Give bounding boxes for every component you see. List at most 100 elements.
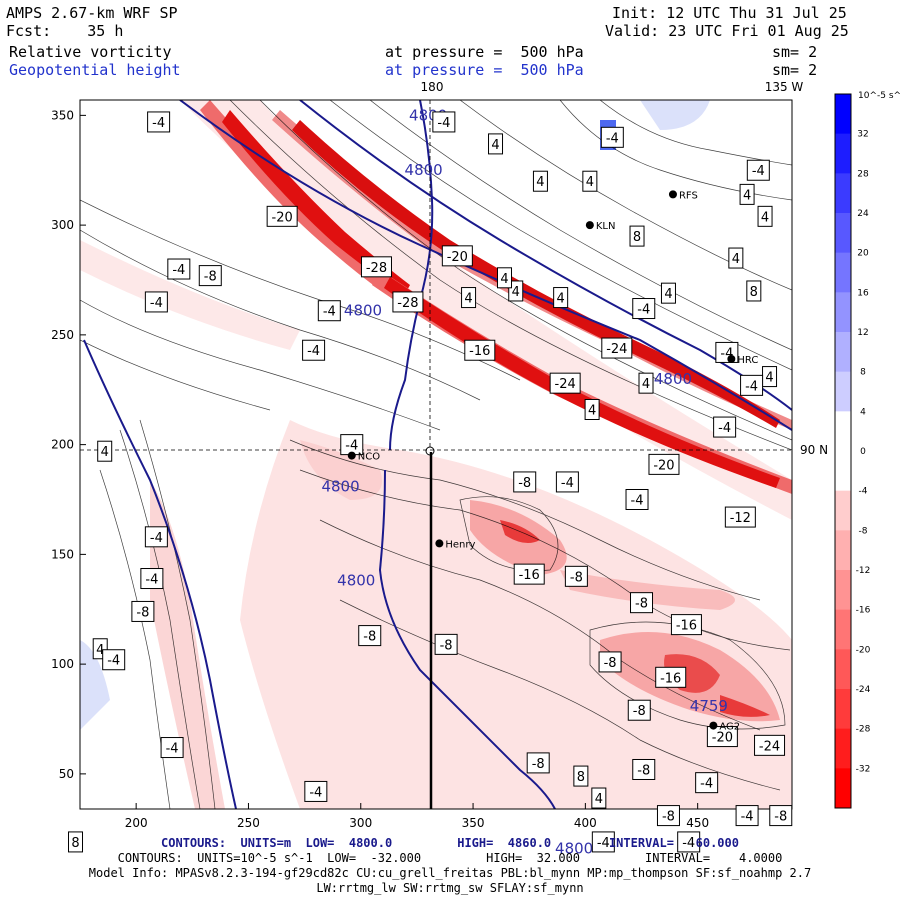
colorbar-tick-label: 20 [857,249,869,259]
contour-label-text: -4 [145,573,158,588]
y-tick-label: 150 [51,547,74,561]
contour-label-box [660,282,676,304]
vorticity-contour-label: -8 [630,592,654,614]
contour-label-box [629,225,645,247]
field2-name: Geopotential height [9,61,181,79]
vorticity-contour-label: 4 [638,372,654,394]
vorticity-contour-label: 4 [660,282,676,304]
contour-label-text: -8 [635,597,648,612]
vorticity-contour-label: -28 [360,256,392,278]
contour-label-box [488,133,504,155]
colorbar-tick-label: -20 [856,645,871,655]
y-tick-label: 350 [51,108,74,122]
contour-label-text: 4 [765,371,773,386]
contour-label-text: 4 [732,252,740,267]
colorbar-tick-label: -28 [856,725,871,735]
contour-label-box [677,831,701,853]
contour-label-text: -4 [637,303,650,318]
colorbar-tick-label: -32 [856,764,871,774]
y-tick-label: 300 [51,218,74,232]
colorbar-tick-label: 32 [857,130,868,140]
vorticity-contour-label: -8 [358,625,382,647]
station-dot [585,221,594,230]
contour-label-box [746,280,762,302]
y-axis: 350 300 250 200 150 100 50 [51,108,86,781]
forecast-label: Fcst: 35 h [6,22,123,40]
station-name: RFS [679,190,698,201]
x-axis: 200 250 300 350 400 450 [125,803,709,830]
vorticity-contour-label: 8 [68,831,84,853]
contour-label-text: -4 [345,439,358,454]
contour-label-text: -24 [555,377,576,392]
vorticity-contour-label: -20 [266,205,298,227]
colorbar-tick-label: -4 [859,487,868,497]
contour-label-text: -4 [437,116,450,131]
vorticity-contour-label: -8 [632,758,656,780]
vorticity-contour-label: -20 [706,726,738,748]
y-tick-label: 50 [59,767,74,781]
height-contour-label: 4800 [344,302,382,320]
colorbar-tick-label: -12 [856,566,871,576]
init-time: Init: 12 UTC Thu 31 Jul 25 [612,4,847,22]
colorbar-segment [835,570,851,611]
contour-label-text: -8 [604,656,617,671]
height-contour-label: 4800 [321,477,359,495]
colorbar-segment [835,689,851,730]
contour-label-text: 8 [750,285,758,300]
contour-label-box [432,111,456,133]
contour-label-text: -8 [204,270,217,285]
vorticity-contour-label: 4 [584,399,600,421]
contour-label-text: -4 [718,421,731,436]
vorticity-contour-label: -16 [670,614,702,636]
contour-label-text: 8 [71,836,79,851]
contour-label-box [582,170,598,192]
vorticity-contour-label: -4 [160,737,184,759]
contour-label-text: -4 [309,785,322,800]
vorticity-contour-label: -4 [147,111,171,133]
contour-label-text: 4 [101,445,109,460]
field2-sm: sm= 2 [772,61,818,79]
valid-time: Valid: 23 UTC Fri 01 Aug 25 [605,22,849,40]
contour-label-box [549,372,581,394]
vorticity-contour-label: -4 [695,772,719,794]
vorticity-contour-label: -4 [317,300,341,322]
y-tick-label: 200 [51,438,74,452]
contour-label-box [598,651,622,673]
contour-label-box [591,831,615,853]
vorticity-contour-label: -4 [167,258,191,280]
height-contour-info: CONTOURS: UNITS=m LOW= 4800.0 HIGH= 4860… [161,836,739,850]
contour-label-box [655,666,687,688]
vorticity-contour-label: -4 [102,649,126,671]
colorbar-segment [835,133,851,174]
contour-label-text: -20 [272,210,293,225]
vorticity-contour-label: 4 [728,247,744,269]
contour-label-box [513,471,537,493]
vorticity-contour-label: 4 [553,287,569,309]
contour-label-box [627,699,651,721]
colorbar-tick-label: 8 [860,368,866,378]
contour-label-text: 8 [577,770,585,785]
vorticity-contour-info: CONTOURS: UNITS=10^-5 s^-1 LOW= -32.000 … [117,851,783,865]
vorticity-contour-label: -16 [513,563,545,585]
contour-label-box [102,649,126,671]
contour-label-text: -20 [653,458,674,473]
map-field [80,100,792,809]
vorticity-contour-label: 4 [762,366,778,388]
vorticity-contour-label: 4 [97,440,113,462]
contour-label-box [553,287,569,309]
contour-label-text: -4 [745,379,758,394]
vorticity-contour-label: -4 [740,374,764,396]
vorticity-contour-label: 4 [582,170,598,192]
contour-label-text: -4 [741,810,754,825]
vorticity-contour-label: 4 [739,183,755,205]
map-frame [79,99,793,810]
contour-label-text: 4 [536,175,544,190]
contour-label-box [584,399,600,421]
field1-sm: sm= 2 [772,43,818,61]
vorticity-contour-label: -4 [677,831,701,853]
contour-label-text: -8 [532,757,545,772]
station-dot [727,355,736,364]
contour-label-text: 4 [96,643,104,658]
contour-label-box [140,568,164,590]
